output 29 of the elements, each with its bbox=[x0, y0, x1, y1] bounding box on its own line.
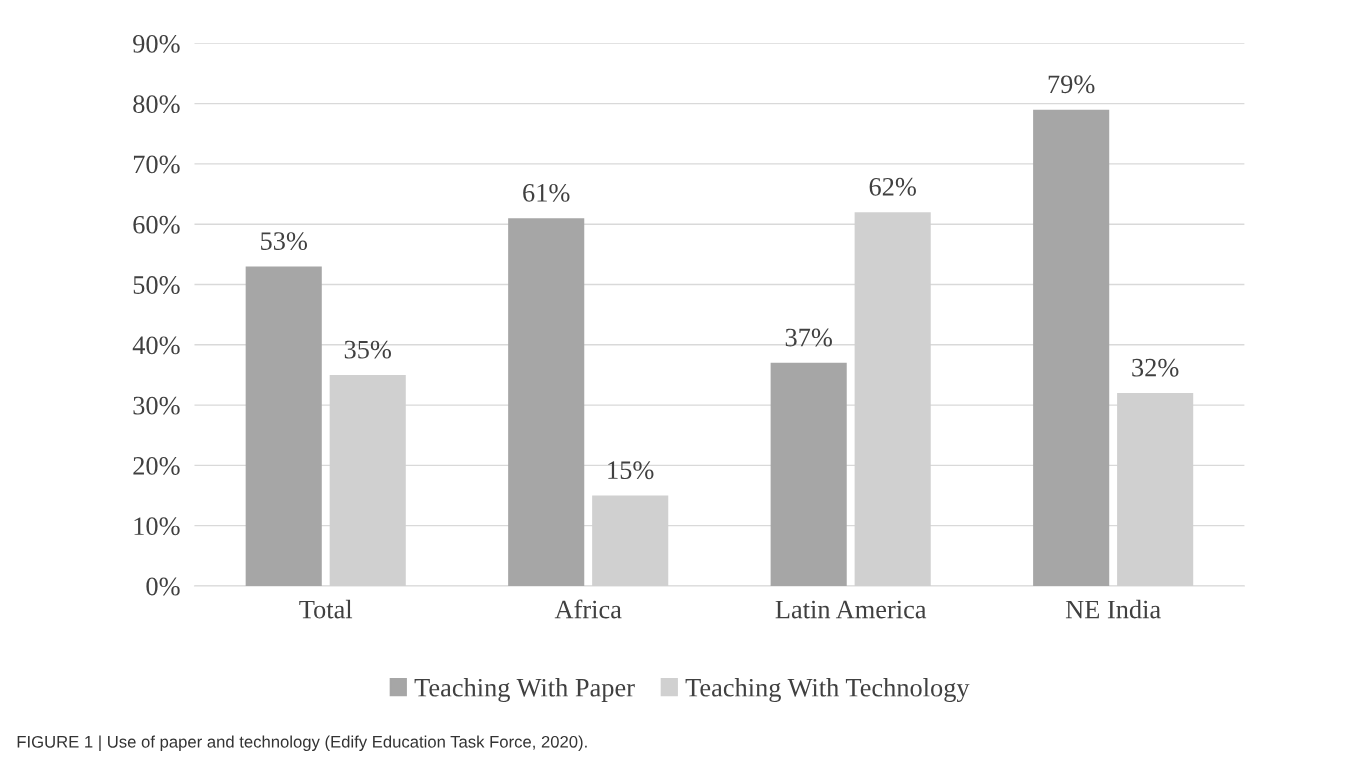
data-label: 79% bbox=[1048, 75, 1095, 94]
legend-label: Teaching With Technology bbox=[685, 678, 970, 703]
y-tick-label: 60% bbox=[133, 215, 180, 234]
caption: FIGURE 1 | Use of paper and technology (Edify Education Task Force, 2020). bbox=[17, 735, 587, 752]
data-label: 15% bbox=[608, 461, 654, 480]
y-tick-label: 90% bbox=[133, 34, 180, 53]
data-label: 53% bbox=[261, 232, 308, 251]
y-tick-label: 20% bbox=[133, 456, 180, 475]
y-tick-label: 30% bbox=[133, 396, 180, 415]
x-tick-label: Latin America bbox=[775, 600, 927, 619]
x-tick-label: Total bbox=[299, 599, 353, 619]
y-tick-label: 50% bbox=[133, 276, 180, 294]
bar bbox=[508, 218, 585, 586]
bar bbox=[770, 362, 847, 586]
y-tick-label: 0% bbox=[146, 577, 180, 596]
data-label: 35% bbox=[344, 340, 391, 359]
y-tick-label: 10% bbox=[134, 517, 180, 536]
data-label: 62% bbox=[869, 177, 916, 196]
data-label: 32% bbox=[1132, 358, 1179, 377]
y-tick-label: 80% bbox=[133, 95, 180, 114]
y-tick-label: 40% bbox=[132, 336, 180, 355]
legend-label: Teaching With Paper bbox=[414, 678, 635, 703]
bar bbox=[1033, 109, 1110, 586]
bar bbox=[245, 266, 322, 586]
y-tick-label: 70% bbox=[133, 155, 180, 174]
data-label: 61% bbox=[523, 183, 570, 202]
x-tick-label: NE India bbox=[1065, 599, 1161, 619]
data-label: 37% bbox=[785, 328, 832, 347]
x-tick-label: Africa bbox=[554, 599, 622, 619]
